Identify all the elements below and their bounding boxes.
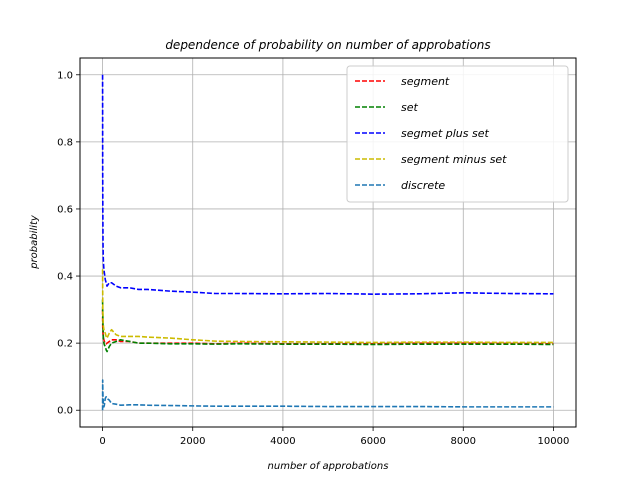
legend-label-set: set xyxy=(401,101,418,114)
x-axis-label: number of approbations xyxy=(268,461,389,472)
legend: segment set segmet plus set segment minus s… xyxy=(346,65,569,203)
legend-label-segment: segment xyxy=(401,75,450,88)
y-tick-label: 0.8 xyxy=(57,137,73,148)
x-tick-label: 0 xyxy=(99,436,105,447)
plot-frame xyxy=(79,57,577,428)
y-tick-label: 0.4 xyxy=(57,272,73,283)
y-tick-label: 0.2 xyxy=(57,339,73,350)
series-line-set xyxy=(101,299,554,353)
legend-box xyxy=(346,65,569,203)
legend-label-segment-minus-set: segment minus set xyxy=(401,153,507,166)
x-tick-label: 6000 xyxy=(360,436,385,447)
series-lines xyxy=(101,74,554,411)
y-tick-label: 0.6 xyxy=(57,204,73,215)
legend-label-discrete: discrete xyxy=(401,179,445,192)
legend-label-segmet-plus-set: segmet plus set xyxy=(401,127,490,140)
x-tick-label: 10000 xyxy=(538,436,570,447)
x-axis-ticks: 0 2000 4000 6000 8000 10000 xyxy=(99,427,569,447)
x-tick-label: 8000 xyxy=(451,436,476,447)
chart-title: dependence of probability on number of a… xyxy=(165,38,490,52)
y-axis-ticks: 0.0 0.2 0.4 0.6 0.8 1.0 xyxy=(57,70,80,417)
y-tick-label: 1.0 xyxy=(57,70,73,81)
y-tick-label: 0.0 xyxy=(57,406,73,417)
series-line-segmet-plus-set xyxy=(101,74,554,295)
series-line-discrete xyxy=(101,379,554,411)
x-tick-label: 4000 xyxy=(270,436,295,447)
y-axis-label: probability xyxy=(29,214,40,270)
x-tick-label: 2000 xyxy=(180,436,205,447)
